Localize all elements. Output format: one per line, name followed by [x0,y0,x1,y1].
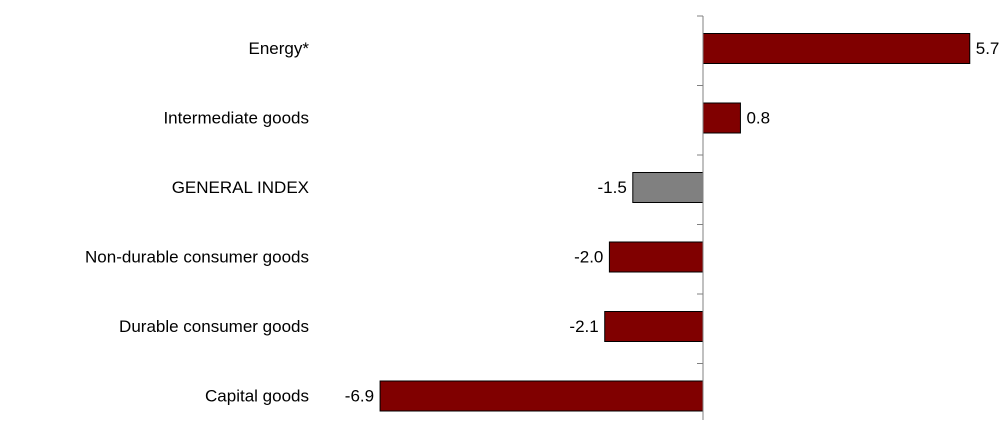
value-labels: 5.7 0.8 -1.5 -2.0 -2.1 -6.9 [345,39,1000,406]
category-label-non-durable-consumer-goods: Non-durable consumer goods [85,248,309,267]
value-label-intermediate-goods: 0.8 [746,109,770,128]
bar-energy [702,33,971,64]
bar-capital-goods [379,380,704,412]
category-label-general-index: GENERAL INDEX [172,178,309,197]
category-label-intermediate-goods: Intermediate goods [163,109,309,128]
category-label-capital-goods: Capital goods [205,387,309,406]
bar-intermediate-goods [702,102,741,134]
bar-durable-consumer-goods [604,311,704,342]
category-label-energy: Energy* [249,39,310,58]
bar-general-index [632,172,704,203]
value-label-energy: 5.7 [976,39,1000,58]
category-labels: Energy* Intermediate goods GENERAL INDEX No… [85,39,309,406]
value-axis [697,15,704,420]
value-label-general-index: -1.5 [598,178,627,197]
bars-group [379,33,971,412]
value-label-durable-consumer-goods: -2.1 [569,317,598,336]
bar-non-durable-consumer-goods [608,241,704,273]
value-label-non-durable-consumer-goods: -2.0 [574,248,603,267]
category-label-durable-consumer-goods: Durable consumer goods [119,317,309,336]
value-label-capital-goods: -6.9 [345,387,374,406]
